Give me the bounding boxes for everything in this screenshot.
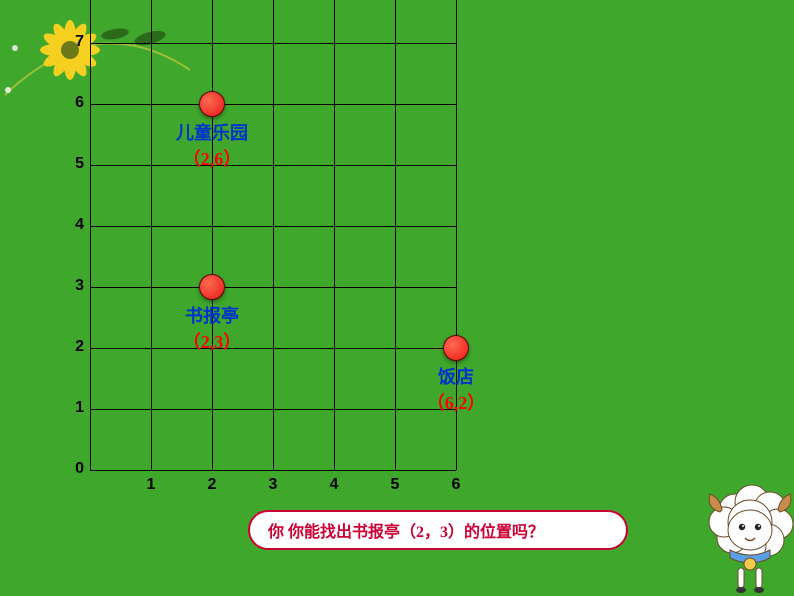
point-label-playground: 儿童乐园（2,6） bbox=[152, 119, 272, 171]
grid-line-vertical bbox=[334, 0, 335, 470]
point-label-newsstand: 书报亭（2,3） bbox=[152, 302, 272, 354]
x-axis-label: 4 bbox=[322, 476, 346, 494]
point-name: 饭店 bbox=[396, 363, 516, 389]
y-axis-label: 2 bbox=[60, 338, 84, 356]
y-axis-label: 3 bbox=[60, 277, 84, 295]
question-text: 你能找出书报亭（2，3）的位置吗？ bbox=[288, 524, 544, 541]
x-axis-label: 1 bbox=[139, 476, 163, 494]
grid-line-horizontal bbox=[90, 470, 456, 471]
y-axis-label: 5 bbox=[60, 155, 84, 173]
grid-line-vertical bbox=[212, 0, 213, 470]
y-axis-label: 6 bbox=[60, 94, 84, 112]
grid-line-vertical bbox=[151, 0, 152, 470]
point-playground bbox=[199, 91, 225, 117]
question-prefix: 你 bbox=[268, 524, 284, 541]
point-coord: （2,6） bbox=[152, 145, 272, 171]
point-label-restaurant: 饭店（6,2） bbox=[396, 363, 516, 415]
x-axis-label: 6 bbox=[444, 476, 468, 494]
point-coord: （6,2） bbox=[396, 389, 516, 415]
x-axis-label: 5 bbox=[383, 476, 407, 494]
grid-line-vertical bbox=[90, 0, 91, 470]
point-newsstand bbox=[199, 274, 225, 300]
y-axis-label: 7 bbox=[60, 33, 84, 51]
y-axis-label: 0 bbox=[60, 460, 84, 478]
point-restaurant bbox=[443, 335, 469, 361]
point-name: 儿童乐园 bbox=[152, 119, 272, 145]
x-axis-label: 2 bbox=[200, 476, 224, 494]
x-axis-label: 3 bbox=[261, 476, 285, 494]
question-speech-bubble: 你 你能找出书报亭（2，3）的位置吗？ bbox=[248, 510, 628, 550]
point-name: 书报亭 bbox=[152, 302, 272, 328]
y-axis-label: 4 bbox=[60, 216, 84, 234]
grid-line-vertical bbox=[273, 0, 274, 470]
point-coord: （2,3） bbox=[152, 328, 272, 354]
y-axis-label: 1 bbox=[60, 399, 84, 417]
sheep-character bbox=[690, 472, 794, 596]
